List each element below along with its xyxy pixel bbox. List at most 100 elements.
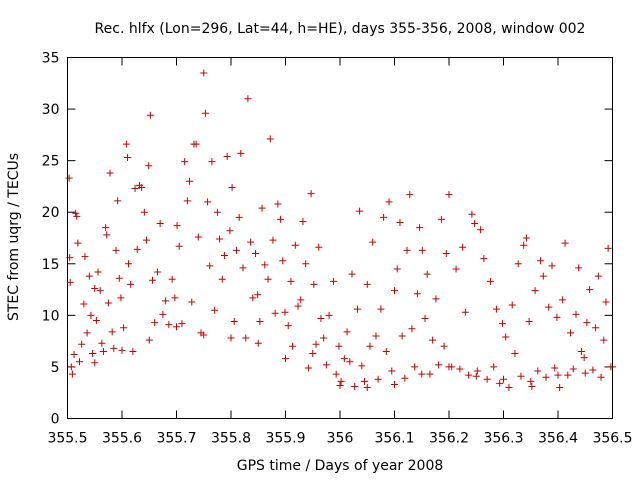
data-point — [156, 220, 164, 228]
data-points — [65, 69, 616, 392]
data-point — [159, 310, 167, 318]
data-point — [472, 372, 480, 380]
data-point — [514, 260, 522, 268]
data-point — [416, 224, 424, 232]
data-point — [517, 372, 525, 380]
data-point — [299, 217, 307, 225]
x-tick-label: 356.2 — [429, 431, 469, 447]
y-axis-label: STEC from uqrg / TECUs — [6, 153, 22, 321]
data-point — [348, 270, 356, 278]
y-tick-label: 5 — [51, 360, 60, 376]
data-point — [363, 384, 371, 392]
data-point — [68, 370, 76, 378]
data-point — [145, 162, 153, 170]
data-point — [372, 332, 380, 340]
data-point — [103, 231, 111, 239]
data-point — [153, 268, 161, 276]
data-point — [122, 140, 130, 148]
data-point — [115, 274, 123, 282]
x-tick-label: 356.5 — [592, 431, 632, 447]
data-point — [332, 370, 340, 378]
data-point — [188, 298, 196, 306]
data-point — [358, 362, 366, 370]
data-point — [418, 370, 426, 378]
data-point — [89, 350, 97, 358]
data-point — [140, 208, 148, 216]
data-point — [426, 370, 434, 378]
data-point — [146, 111, 154, 119]
data-point — [525, 318, 533, 326]
data-point — [589, 366, 597, 374]
data-point — [561, 239, 569, 247]
data-point — [138, 183, 146, 191]
data-point — [429, 336, 437, 344]
data-point — [297, 296, 305, 304]
y-tick-label: 30 — [42, 102, 60, 118]
data-point — [289, 342, 297, 350]
x-tick-label: 356.1 — [374, 431, 414, 447]
y-tick-label: 0 — [51, 412, 60, 428]
data-point — [534, 367, 542, 375]
data-point — [553, 313, 561, 321]
data-point — [110, 344, 118, 352]
data-point — [452, 265, 460, 273]
data-point — [437, 215, 445, 223]
y-tick-label: 20 — [42, 205, 60, 221]
data-point — [343, 328, 351, 336]
data-point — [325, 311, 333, 319]
data-point — [194, 233, 202, 241]
data-point — [162, 297, 170, 305]
x-tick-label: 355.5 — [47, 431, 87, 447]
data-point — [351, 383, 359, 391]
y-tick-label: 10 — [42, 308, 60, 324]
data-point — [302, 260, 310, 268]
data-point — [592, 324, 600, 332]
data-point — [254, 291, 262, 299]
data-point — [369, 238, 377, 246]
data-point — [496, 379, 504, 387]
data-point — [108, 328, 116, 336]
data-point — [123, 154, 131, 162]
data-point — [104, 299, 112, 307]
data-point — [73, 212, 81, 220]
data-point — [531, 287, 539, 295]
data-point — [403, 246, 411, 254]
data-point — [548, 262, 556, 270]
data-point — [492, 305, 500, 313]
data-point — [435, 361, 443, 369]
data-point — [569, 365, 577, 373]
data-point — [85, 272, 93, 280]
data-point — [312, 340, 320, 348]
data-point — [99, 347, 107, 355]
data-point — [500, 375, 507, 383]
data-point — [310, 280, 318, 288]
data-point — [65, 174, 73, 182]
data-point — [232, 246, 240, 254]
data-point — [216, 235, 224, 243]
data-point — [80, 300, 88, 308]
data-point — [271, 309, 279, 317]
data-point — [511, 350, 519, 358]
axis-ticks: 355.5 355.6 355.7 355.8 355.9 356 356.1 356.2 35… — [42, 51, 633, 447]
data-point — [269, 236, 277, 244]
data-point — [580, 354, 588, 362]
data-point — [340, 355, 348, 363]
data-point — [459, 243, 467, 251]
data-point — [279, 257, 287, 265]
data-point — [361, 377, 369, 385]
data-point — [274, 200, 282, 208]
data-point — [252, 249, 260, 257]
data-point — [583, 319, 591, 327]
data-point — [294, 302, 302, 310]
data-point — [228, 183, 236, 191]
data-point — [171, 294, 179, 302]
data-point — [377, 305, 385, 313]
plot-frame — [67, 57, 613, 419]
data-point — [98, 339, 106, 347]
data-point — [168, 275, 176, 283]
data-point — [256, 318, 264, 326]
data-point — [264, 275, 272, 283]
data-point — [239, 264, 247, 272]
data-point — [173, 323, 180, 331]
data-point — [117, 294, 125, 302]
